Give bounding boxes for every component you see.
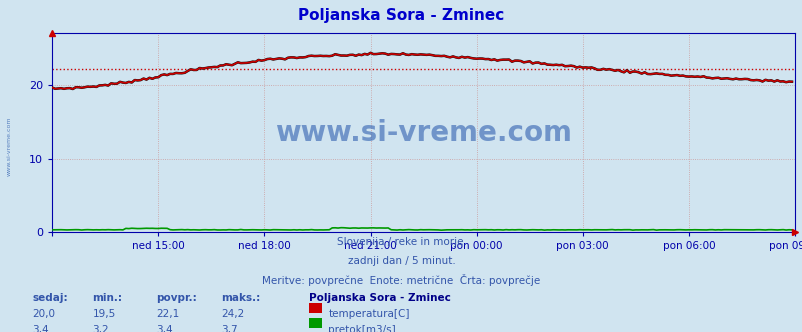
Text: 3,7: 3,7 (221, 325, 237, 332)
Text: 3,4: 3,4 (156, 325, 173, 332)
Text: 24,2: 24,2 (221, 309, 244, 319)
Text: Slovenija / reke in morje.: Slovenija / reke in morje. (336, 237, 466, 247)
Text: 22,1: 22,1 (156, 309, 180, 319)
Text: sedaj:: sedaj: (32, 293, 67, 303)
Text: temperatura[C]: temperatura[C] (328, 309, 409, 319)
Text: Poljanska Sora - Zminec: Poljanska Sora - Zminec (309, 293, 451, 303)
Text: pretok[m3/s]: pretok[m3/s] (328, 325, 395, 332)
Text: 3,4: 3,4 (32, 325, 49, 332)
Text: www.si-vreme.com: www.si-vreme.com (275, 119, 571, 147)
Text: 20,0: 20,0 (32, 309, 55, 319)
Text: 3,2: 3,2 (92, 325, 109, 332)
Text: Poljanska Sora - Zminec: Poljanska Sora - Zminec (298, 8, 504, 23)
Text: www.si-vreme.com: www.si-vreme.com (6, 116, 11, 176)
Text: min.:: min.: (92, 293, 122, 303)
Text: maks.:: maks.: (221, 293, 260, 303)
Text: zadnji dan / 5 minut.: zadnji dan / 5 minut. (347, 256, 455, 266)
Text: Meritve: povprečne  Enote: metrične  Črta: povprečje: Meritve: povprečne Enote: metrične Črta:… (262, 274, 540, 286)
Text: 19,5: 19,5 (92, 309, 115, 319)
Text: povpr.:: povpr.: (156, 293, 197, 303)
